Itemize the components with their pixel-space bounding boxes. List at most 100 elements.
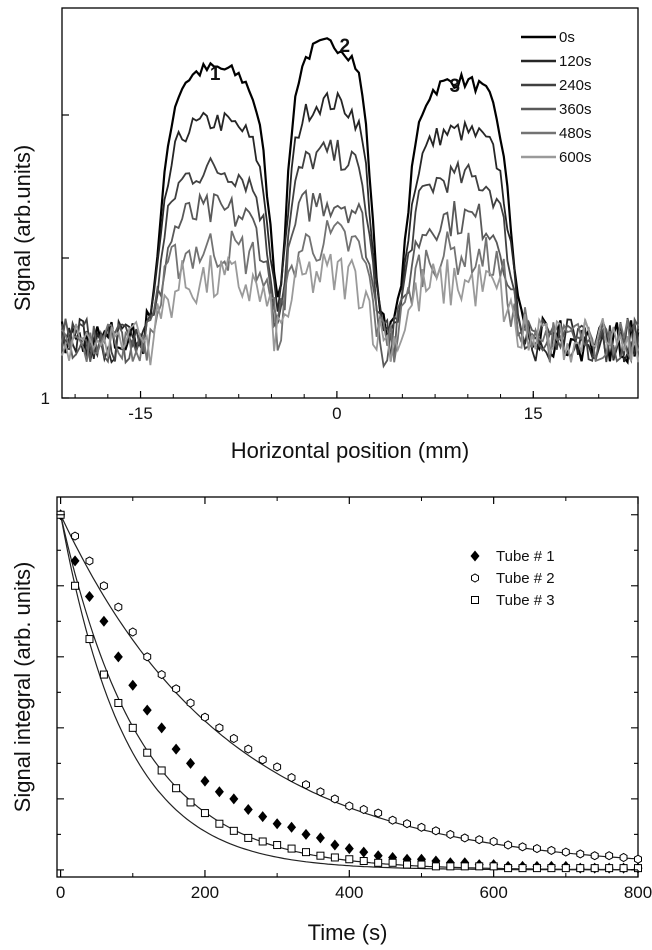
point-Tube-1	[186, 757, 196, 769]
legend-label-360s: 360s	[559, 101, 592, 118]
point-Tube-2	[201, 712, 209, 722]
point-Tube-2	[229, 733, 238, 744]
point-Tube-2	[316, 787, 325, 797]
point-Tube-3	[475, 862, 484, 871]
point-Tube-1	[200, 775, 210, 787]
top-legend: 0s 120s 240s 360s 480s 600s	[521, 29, 592, 166]
point-Tube-1	[359, 846, 369, 858]
point-Tube-1	[344, 843, 354, 855]
profile-line-0s	[60, 37, 640, 365]
point-Tube-1	[157, 722, 167, 734]
point-Tube-2	[273, 762, 282, 772]
point-Tube-3	[157, 766, 166, 775]
point-Tube-1	[315, 832, 325, 844]
point-Tube-2	[302, 780, 310, 790]
point-Tube-3	[374, 858, 383, 867]
bottom-x-tick-label: 200	[191, 883, 219, 902]
top-plot-frame	[61, 7, 639, 399]
peak-label-3: 3	[449, 76, 460, 97]
point-Tube-2	[157, 670, 166, 680]
point-Tube-3	[417, 860, 426, 869]
profile-line-480s	[61, 220, 639, 363]
point-Tube-2	[504, 840, 513, 850]
top-x-axis-label: Horizontal position (mm)	[231, 438, 469, 463]
point-Tube-3	[330, 853, 339, 862]
point-Tube-1	[287, 821, 297, 833]
point-Tube-1	[84, 590, 94, 602]
legend-marker-Tube-3	[471, 596, 479, 604]
point-Tube-3	[460, 862, 469, 871]
point-Tube-2	[359, 804, 368, 815]
point-Tube-1	[243, 804, 253, 816]
fit-line-Tube-1	[60, 514, 639, 871]
point-Tube-3	[489, 862, 498, 871]
point-Tube-3	[258, 837, 267, 846]
legend-label-120s: 120s	[559, 53, 592, 70]
point-Tube-3	[532, 864, 541, 873]
peak-label-1: 1	[210, 64, 221, 85]
bottom-plot-frame	[56, 496, 639, 878]
point-Tube-3	[143, 748, 152, 757]
point-Tube-3	[200, 809, 209, 818]
point-Tube-2	[533, 844, 541, 854]
point-Tube-1	[301, 828, 311, 840]
point-Tube-3	[215, 819, 224, 828]
point-Tube-3	[547, 864, 556, 873]
point-Tube-2	[186, 698, 195, 708]
point-Tube-1	[229, 793, 239, 805]
bottom-y-axis-label: Signal integral (arb. units)	[10, 562, 35, 813]
legend-label-480s: 480s	[559, 125, 592, 142]
bottom-points-group	[56, 509, 643, 874]
point-Tube-3	[244, 833, 253, 842]
point-Tube-2	[330, 794, 339, 804]
point-Tube-2	[172, 684, 181, 694]
point-Tube-3	[590, 864, 599, 873]
bottom-x-tick-label: 800	[624, 883, 652, 902]
profile-line-360s	[61, 189, 639, 369]
point-Tube-3	[85, 635, 94, 644]
point-Tube-2	[85, 556, 94, 566]
point-Tube-2	[489, 836, 498, 847]
point-Tube-3	[345, 855, 354, 864]
point-Tube-2	[114, 602, 123, 612]
peak-label-2: 2	[339, 36, 350, 57]
legend-label-600s: 600s	[559, 149, 592, 166]
point-Tube-2	[619, 852, 628, 863]
point-Tube-2	[244, 744, 253, 754]
point-Tube-2	[561, 847, 570, 857]
point-Tube-1	[171, 743, 181, 755]
point-Tube-1	[99, 615, 109, 627]
point-Tube-2	[547, 845, 556, 855]
fit-line-Tube-3	[60, 514, 638, 871]
point-Tube-3	[128, 723, 137, 732]
point-Tube-1	[258, 811, 268, 823]
point-Tube-2	[605, 851, 614, 861]
bottom-x-tick-label: 400	[335, 883, 363, 902]
top-x-tick-label: 15	[524, 404, 543, 423]
point-Tube-2	[518, 842, 527, 852]
point-Tube-3	[273, 841, 282, 850]
point-Tube-3	[99, 670, 108, 679]
point-Tube-2	[475, 835, 484, 845]
top-ticks-group: -15 0 15 1	[41, 114, 600, 423]
legend-label-0s: 0s	[559, 29, 575, 46]
signal-profile-chart: -15 0 15 1 0s 120s 240s 360s 480s 600s Horizonta…	[10, 7, 640, 463]
point-Tube-3	[229, 826, 238, 835]
point-Tube-2	[345, 801, 354, 811]
point-Tube-1	[373, 850, 383, 862]
point-Tube-2	[590, 851, 599, 861]
point-Tube-2	[128, 627, 137, 637]
top-y-axis-label: Signal (arb.units)	[10, 145, 35, 311]
point-Tube-1	[142, 704, 152, 716]
point-Tube-3	[576, 864, 585, 873]
top-series-group	[60, 37, 640, 369]
point-Tube-2	[388, 815, 397, 825]
point-Tube-3	[504, 864, 513, 873]
bottom-legend: Tube # 1 Tube # 2 Tube # 3	[470, 548, 555, 609]
top-x-tick-label: -15	[128, 404, 153, 423]
point-Tube-2	[143, 652, 152, 662]
point-Tube-1	[70, 555, 80, 567]
legend-label-Tube-1: Tube # 1	[496, 548, 555, 565]
bottom-x-tick-label: 0	[56, 883, 65, 902]
